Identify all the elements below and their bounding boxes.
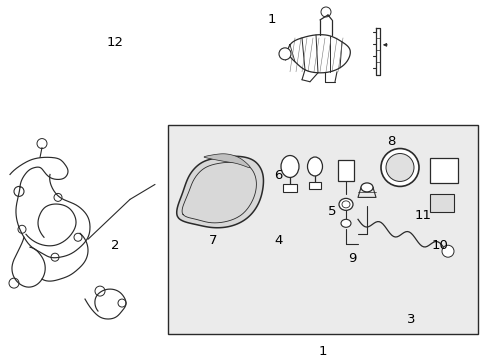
- Ellipse shape: [341, 201, 349, 208]
- Ellipse shape: [307, 157, 322, 176]
- Text: 8: 8: [386, 135, 395, 148]
- Text: 12: 12: [106, 36, 123, 49]
- Bar: [429, 194, 453, 212]
- Text: 4: 4: [274, 234, 283, 247]
- Text: 7: 7: [208, 234, 217, 247]
- Text: 6: 6: [274, 169, 283, 183]
- Bar: [337, 159, 353, 181]
- Text: 9: 9: [347, 252, 356, 265]
- Ellipse shape: [380, 149, 418, 186]
- Ellipse shape: [360, 183, 372, 192]
- Bar: [283, 184, 296, 192]
- Ellipse shape: [281, 156, 298, 177]
- Bar: [168, 125, 477, 334]
- Text: 3: 3: [406, 313, 414, 326]
- Polygon shape: [203, 154, 249, 168]
- Ellipse shape: [385, 153, 413, 181]
- Circle shape: [279, 48, 290, 60]
- Ellipse shape: [340, 219, 350, 227]
- Text: 1: 1: [318, 345, 326, 359]
- Circle shape: [441, 245, 453, 257]
- Text: 5: 5: [327, 205, 336, 218]
- Text: 1: 1: [266, 13, 275, 26]
- Text: 2: 2: [110, 239, 119, 252]
- Ellipse shape: [338, 198, 352, 210]
- Bar: [308, 183, 320, 189]
- Bar: [429, 158, 457, 184]
- Text: 11: 11: [414, 209, 430, 222]
- Polygon shape: [176, 156, 263, 228]
- Text: 10: 10: [431, 239, 447, 252]
